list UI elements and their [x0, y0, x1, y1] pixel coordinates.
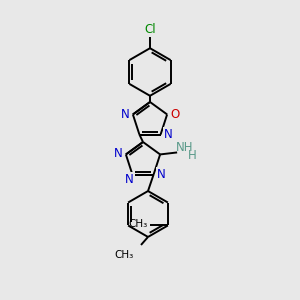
Text: H: H — [188, 149, 197, 162]
Text: N: N — [121, 108, 129, 121]
Text: N: N — [164, 128, 173, 141]
Text: NH: NH — [176, 141, 194, 154]
Text: N: N — [125, 173, 134, 186]
Text: CH₃: CH₃ — [115, 250, 134, 260]
Text: CH₃: CH₃ — [129, 220, 148, 230]
Text: O: O — [170, 108, 180, 121]
Text: Cl: Cl — [144, 23, 156, 36]
Text: N: N — [157, 168, 166, 181]
Text: N: N — [113, 147, 122, 160]
